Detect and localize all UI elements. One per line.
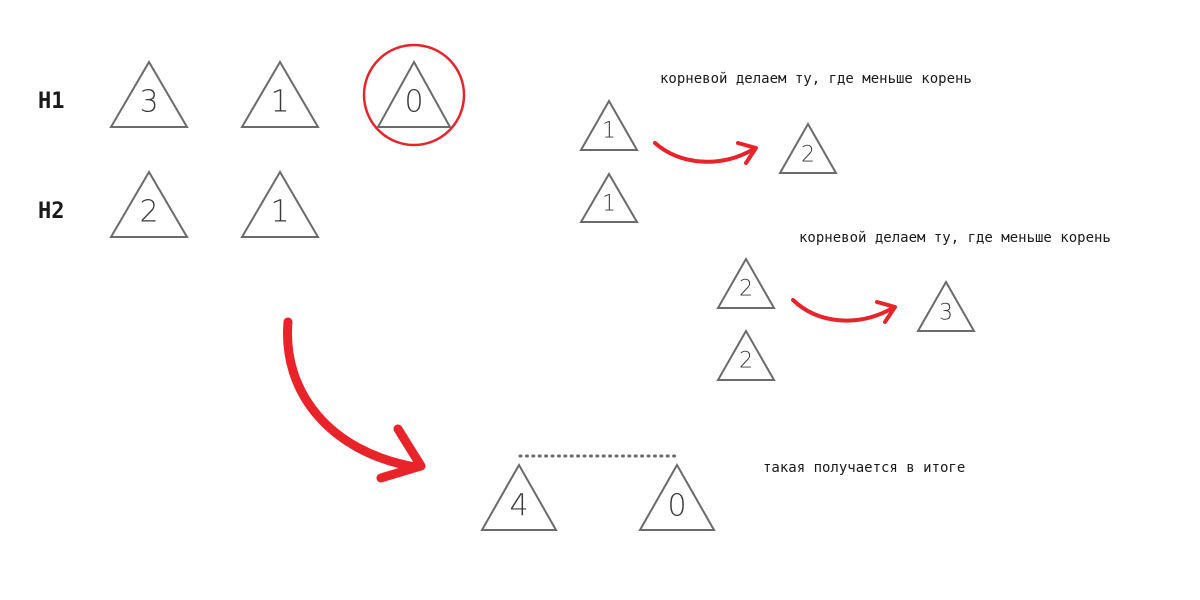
h1-tree-0: 3 [109,60,189,128]
merge-step-2-bottom-value: 2 [739,349,753,374]
merge-step-1-bottom-tree: 1 [579,172,639,223]
merge-step-2-result-tree: 3 [916,279,976,332]
final-tree-0: 4 [480,462,558,531]
h1-tree-0-value: 3 [139,85,158,120]
merge-step-1-top-value: 1 [602,119,616,144]
highlight-circle [362,43,466,147]
h1-tree-2: 0 [376,59,452,128]
merge-step-1-arrow [653,141,758,165]
h2-label: H2 [38,199,65,224]
merge-step-1-result-tree: 2 [778,121,838,174]
merge-step-2-top-tree: 2 [716,256,776,309]
final-tree-0-value: 4 [509,489,528,524]
merge-step-1-top-tree: 1 [579,98,639,151]
merge-step-2-note: корневой делаем ту, где меньше корень [799,230,1111,246]
h1-tree-1-value: 1 [270,85,289,120]
merge-step-2-top-value: 2 [739,277,753,302]
h2-tree-0-value: 2 [139,195,158,230]
h2-tree-0: 2 [109,170,189,238]
merge-step-1-result-value: 2 [801,143,815,168]
merge-step-1-bottom-value: 1 [602,192,616,217]
merge-result-arrow [283,317,426,483]
h1-label: H1 [38,89,65,114]
h2-tree-1: 1 [240,170,320,238]
merge-step-2-arrow [791,298,897,324]
merge-step-1-note: корневой делаем ту, где меньше корень [660,71,972,87]
h1-tree-1: 1 [240,60,320,128]
final-tree-1: 0 [638,462,716,531]
h2-tree-1-value: 1 [270,195,289,230]
h1-tree-2-value: 0 [404,85,423,120]
final-tree-1-value: 0 [667,489,686,524]
merge-step-2-bottom-tree: 2 [716,328,776,381]
final-note: такая получается в итоге [763,460,965,476]
merge-step-2-result-value: 3 [939,301,953,326]
